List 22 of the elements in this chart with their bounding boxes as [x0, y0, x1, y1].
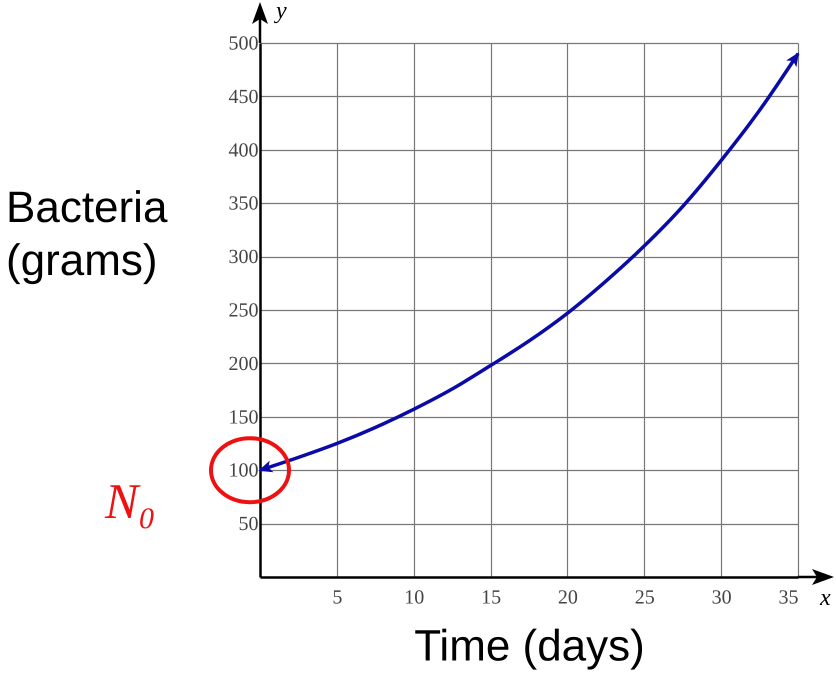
y-tick-label: 150 — [228, 406, 258, 428]
x-tick-label: 5 — [332, 586, 342, 608]
y-tick-label: 250 — [228, 300, 258, 322]
y-tick-label: 100 — [228, 460, 258, 482]
x-tick-label: 15 — [481, 586, 502, 608]
y-tick-label: 50 — [238, 513, 258, 536]
annotation: N₀ — [105, 472, 156, 530]
x-tick-label: 35 — [778, 586, 798, 608]
x-axis-title: Time (days) — [414, 622, 645, 670]
text: x — [820, 585, 831, 612]
y-tick-label: 300 — [228, 246, 258, 268]
x-tick-label: 25 — [634, 586, 655, 608]
y-tick-label: 350 — [228, 192, 258, 215]
x-tick-label: 30 — [712, 586, 732, 608]
x-tick-label: 20 — [558, 586, 578, 608]
text: y — [276, 0, 287, 25]
y-tick-label: 450 — [228, 86, 258, 108]
y-tick-label: 200 — [228, 352, 258, 375]
x-tick-label: 10 — [404, 586, 424, 608]
y-tick-label: 400 — [228, 139, 258, 162]
y-tick-label: 500 — [228, 32, 258, 54]
y-axis-title: Bacteria (grams) — [6, 182, 168, 287]
